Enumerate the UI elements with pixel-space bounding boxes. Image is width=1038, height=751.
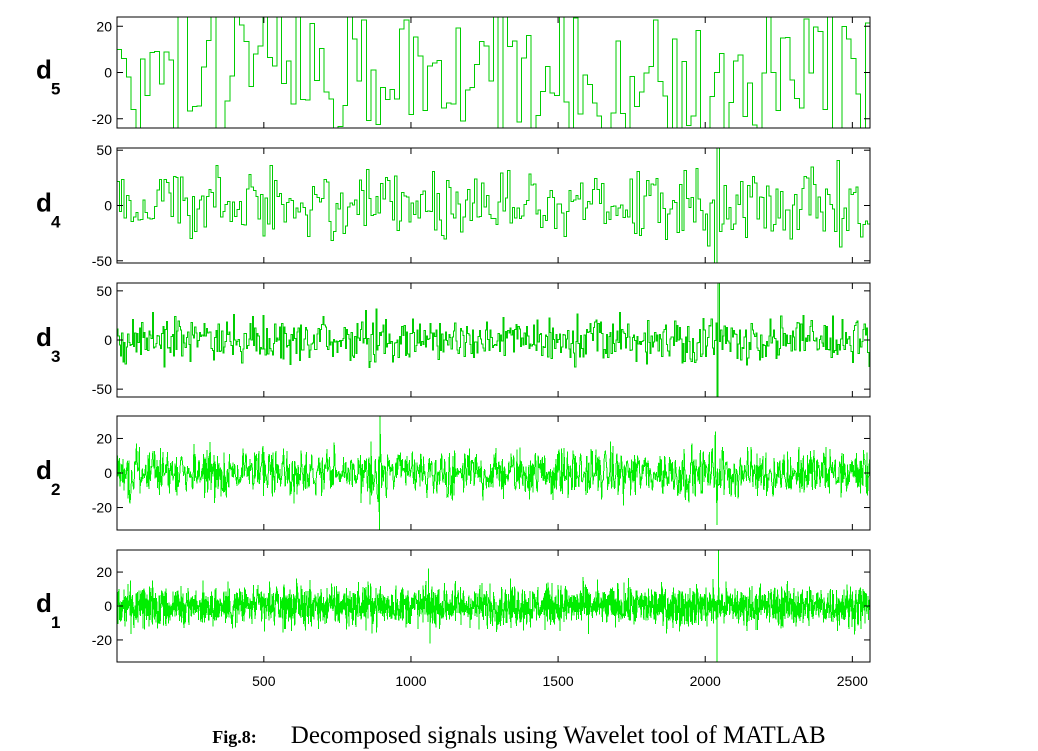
figure-number: Fig.8:	[212, 727, 257, 747]
ytick-label: -20	[92, 111, 112, 127]
ytick-label: 50	[96, 283, 112, 299]
panel-d4: 50 0 -50 d4	[36, 142, 871, 269]
signal-trace-d4	[117, 147, 870, 264]
panel-label-d2: d	[36, 455, 52, 485]
ytick-label: 0	[104, 598, 112, 614]
signal-trace-d5	[117, 16, 870, 129]
ytick-label: 0	[104, 65, 112, 81]
ytick-label: -20	[92, 500, 112, 516]
ytick-label: -20	[92, 632, 112, 648]
panel-label-d3: d	[36, 322, 52, 352]
panel-subscript: 5	[51, 80, 60, 99]
ytick-label: 0	[104, 198, 112, 214]
xtick-label: 2000	[690, 673, 721, 689]
figure-caption: Fig.8: Decomposed signals using Wavelet …	[0, 722, 1038, 750]
ytick-label: 20	[96, 430, 112, 446]
panel-d2: 20 0 -20 d2	[36, 415, 871, 531]
ytick-label: 0	[104, 332, 112, 348]
signal-trace-d1	[116, 549, 871, 663]
panel-d3: 50 0 -50 d3	[36, 282, 871, 398]
panel-subscript: 1	[51, 613, 60, 632]
panel-subscript: 4	[51, 213, 61, 232]
xtick-label: 2500	[837, 673, 868, 689]
ytick-label: 50	[96, 142, 112, 158]
ytick-label: 0	[104, 465, 112, 481]
signal-trace-d2	[116, 415, 870, 531]
signal-trace-d3	[117, 282, 870, 398]
xtick-label: 1000	[395, 673, 426, 689]
panel-subscript: 3	[51, 347, 60, 366]
caption-text: Decomposed signals using Wavelet tool of…	[290, 722, 826, 749]
panel-d5: 20 0 -20 d5	[36, 16, 871, 129]
panel-subscript: 2	[51, 480, 60, 499]
panel-label-d4: d	[36, 188, 52, 218]
ytick-label: 20	[96, 18, 112, 34]
panel-label-d1: d	[36, 588, 52, 618]
ytick-label: -50	[92, 253, 112, 269]
panel-label-d5: d	[36, 55, 52, 85]
ytick-label: -50	[92, 381, 112, 397]
xtick-label: 500	[252, 673, 276, 689]
decomposition-figure: 200-20d5500-50d4500-50d3200-20d2200-2050…	[36, 16, 871, 689]
ytick-label: 20	[96, 564, 112, 580]
xtick-label: 1500	[543, 673, 574, 689]
panel-d1: 20 0 -20 500 1000 1500 2000 2500 d1	[36, 549, 871, 689]
